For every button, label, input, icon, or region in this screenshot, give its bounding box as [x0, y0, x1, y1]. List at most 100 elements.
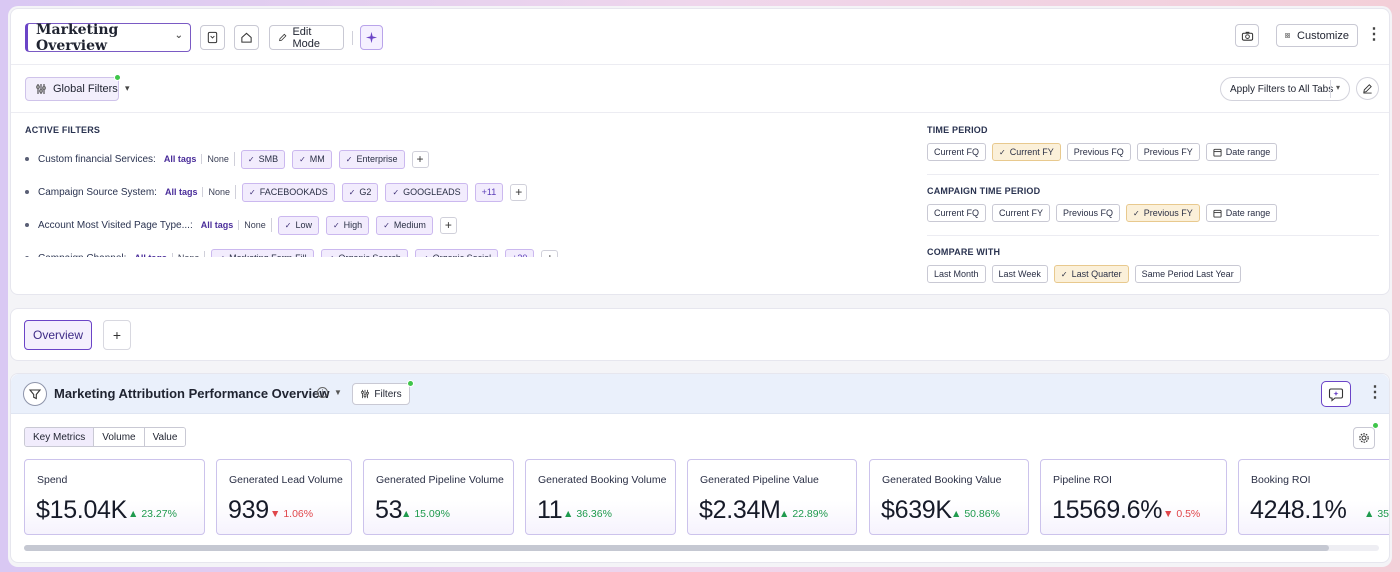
- snapshot-button[interactable]: [1235, 24, 1259, 47]
- filter-chip[interactable]: ✓ SMB: [240, 149, 286, 169]
- filter-chip[interactable]: ✓ Organic Social: [414, 248, 499, 257]
- info-icon[interactable]: i: [317, 387, 328, 398]
- delta-value: 0.5%: [1176, 508, 1201, 520]
- scrollbar-thumb[interactable]: [24, 545, 1329, 551]
- filter-chip[interactable]: ✓ Medium: [376, 215, 433, 235]
- customize-button[interactable]: Customize: [1276, 24, 1358, 47]
- filter-chip[interactable]: ✓ GOOGLEADS: [385, 182, 468, 202]
- more-chips-badge[interactable]: +11: [474, 182, 504, 202]
- period-option[interactable]: ✓ Last Quarter: [1053, 265, 1129, 283]
- kebab-icon[interactable]: ⋮: [1366, 26, 1382, 43]
- check-icon: ✓: [392, 187, 400, 197]
- period-option[interactable]: Current FQ: [927, 143, 987, 161]
- none-link[interactable]: None: [238, 220, 266, 230]
- all-tags-link[interactable]: All tags: [164, 187, 198, 197]
- caret-down-icon[interactable]: ▼: [334, 388, 342, 397]
- option-label: Current FY: [999, 208, 1044, 218]
- period-option[interactable]: ✓ Previous FY: [1126, 204, 1200, 222]
- filter-chip[interactable]: ✓Organic Search: [320, 248, 408, 257]
- filter-chip[interactable]: ✓ Marketing Form-Fill: [211, 248, 314, 257]
- toolbar-divider: [352, 31, 353, 45]
- filter-chip[interactable]: ✓ MM: [292, 149, 332, 169]
- period-option[interactable]: Current FY: [992, 204, 1051, 222]
- add-tab-button[interactable]: +: [103, 320, 131, 350]
- filter-chip[interactable]: ✓ G2: [341, 182, 379, 202]
- top-toolbar: Marketing Overview ⌄ Edit Mode: [11, 9, 1389, 65]
- campaign-time-period-options: Current FQ Current FY Previous FQ ✓ Previous…: [927, 204, 1278, 222]
- none-link[interactable]: None: [171, 253, 199, 257]
- add-filter-value-button[interactable]: +: [411, 150, 429, 168]
- sparkle-icon: [365, 31, 378, 44]
- filter-divider: [233, 152, 235, 166]
- caret-down-icon[interactable]: ▾: [1336, 83, 1341, 92]
- add-filter-value-button[interactable]: +: [510, 183, 528, 201]
- all-tags-link[interactable]: All tags: [163, 154, 197, 164]
- bookmark-button[interactable]: [200, 25, 225, 50]
- filter-chip[interactable]: ✓ FACEBOOKADS: [241, 182, 335, 202]
- all-tags-link[interactable]: All tags: [200, 220, 234, 230]
- chip-label: GOOGLEADS: [403, 187, 461, 197]
- metric-delta: ▲ 15.09%: [401, 508, 450, 520]
- camera-icon: [1241, 31, 1253, 41]
- chip-label: G2: [359, 187, 372, 197]
- ai-assistant-button[interactable]: [360, 25, 383, 50]
- period-option[interactable]: Previous FQ: [1056, 204, 1121, 222]
- chip-label: Medium: [393, 220, 426, 230]
- add-filter-value-button[interactable]: +: [439, 216, 457, 234]
- filters-active-dot: [114, 74, 121, 81]
- ai-chat-button[interactable]: [1321, 381, 1351, 407]
- edit-filters-button[interactable]: [1356, 77, 1379, 100]
- filter-row: Custom financial Services: All tags None ✓ S…: [25, 149, 429, 169]
- filter-chip[interactable]: ✓ Low: [277, 215, 319, 235]
- calendar-icon: [1213, 209, 1222, 218]
- global-filters-bar: Global Filters ▾ Apply Filters to All Ta…: [11, 65, 1389, 113]
- triangle-up-icon: ▲: [779, 508, 793, 520]
- filter-chip[interactable]: ✓ High: [325, 215, 370, 235]
- all-tags-link[interactable]: All tags: [134, 253, 167, 257]
- period-option[interactable]: Date range: [1205, 204, 1278, 222]
- delta-value: 1.06%: [283, 508, 314, 520]
- add-filter-value-button[interactable]: +: [541, 249, 559, 257]
- option-label: Current FQ: [934, 147, 980, 157]
- period-option[interactable]: ✓ Current FY: [992, 143, 1061, 161]
- tab-overview[interactable]: Overview: [24, 320, 92, 350]
- bullet: [25, 256, 29, 257]
- filter-chip[interactable]: ✓ Enterprise: [338, 149, 405, 169]
- period-option[interactable]: Date range: [1205, 143, 1278, 161]
- metric-value: 939: [228, 496, 269, 524]
- check-icon: ✓: [348, 187, 356, 197]
- caret-down-icon[interactable]: ▾: [125, 83, 130, 93]
- bullet: [25, 157, 29, 161]
- split-divider: [1330, 80, 1331, 98]
- check-icon: ✓: [383, 220, 390, 230]
- widget-settings-button[interactable]: [1353, 427, 1375, 449]
- kebab-icon[interactable]: ⋮: [1367, 384, 1383, 401]
- filter-divider: [204, 251, 206, 257]
- period-option[interactable]: Previous FQ: [1066, 143, 1131, 161]
- option-label: Last Week: [998, 269, 1041, 279]
- global-filters-label: Global Filters: [53, 83, 118, 95]
- global-filters-button[interactable]: Global Filters: [25, 77, 119, 101]
- none-link[interactable]: None: [202, 187, 230, 197]
- metric-value: $639K: [881, 496, 952, 524]
- horizontal-scrollbar[interactable]: [24, 545, 1379, 551]
- edit-mode-button[interactable]: Edit Mode: [269, 25, 344, 50]
- period-option[interactable]: Same Period Last Year: [1134, 265, 1241, 283]
- period-option[interactable]: Last Month: [927, 265, 986, 283]
- segment-volume[interactable]: Volume: [94, 428, 145, 446]
- triangle-up-icon: ▲: [951, 508, 965, 520]
- segment-value[interactable]: Value: [144, 428, 186, 446]
- edit-mode-label: Edit Mode: [292, 25, 320, 50]
- period-option[interactable]: Last Week: [991, 265, 1048, 283]
- period-option[interactable]: Previous FY: [1136, 143, 1200, 161]
- more-chips-badge[interactable]: +20: [505, 248, 535, 257]
- segment-key-metrics[interactable]: Key Metrics: [25, 428, 95, 446]
- chat-sparkle-icon: [1328, 387, 1344, 402]
- dashboard-selector[interactable]: Marketing Overview ⌄: [25, 22, 191, 54]
- none-link[interactable]: None: [201, 154, 229, 164]
- period-option[interactable]: Current FQ: [927, 204, 987, 222]
- home-button[interactable]: [234, 25, 259, 50]
- apply-filters-dropdown[interactable]: Apply Filters to All Tabs ▾: [1220, 77, 1350, 101]
- widget-filters-button[interactable]: Filters: [352, 383, 410, 405]
- option-label: Last Month: [934, 269, 979, 279]
